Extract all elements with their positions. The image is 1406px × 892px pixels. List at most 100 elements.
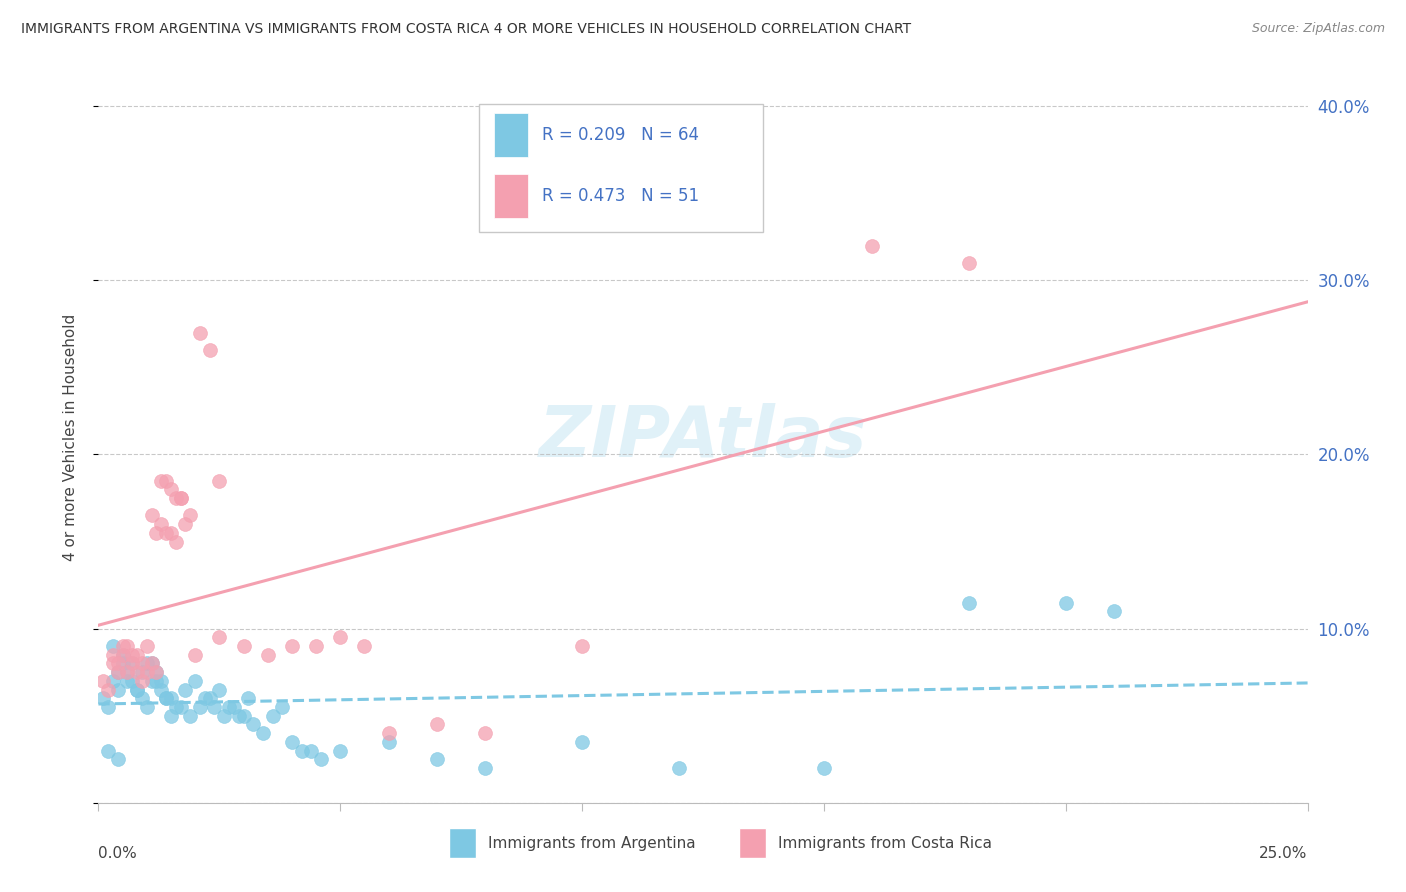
Point	[131, 673, 153, 688]
Point	[169, 700, 191, 714]
FancyBboxPatch shape	[479, 104, 763, 232]
FancyBboxPatch shape	[494, 113, 527, 157]
Point	[155, 474, 177, 488]
Point	[111, 648, 134, 662]
Point	[174, 682, 197, 697]
FancyBboxPatch shape	[740, 829, 766, 858]
Point	[174, 517, 197, 532]
Point	[309, 752, 332, 766]
Point	[290, 743, 312, 757]
Point	[179, 508, 201, 523]
Point	[117, 639, 139, 653]
Point	[426, 752, 449, 766]
FancyBboxPatch shape	[449, 829, 475, 858]
Point	[179, 708, 201, 723]
Point	[281, 735, 304, 749]
Point	[571, 639, 593, 653]
Point	[145, 673, 167, 688]
Point	[165, 700, 187, 714]
Point	[107, 665, 129, 680]
Point	[222, 700, 245, 714]
Point	[145, 525, 167, 540]
Point	[169, 491, 191, 505]
Point	[281, 639, 304, 653]
Point	[232, 708, 254, 723]
Point	[135, 665, 157, 680]
Point	[188, 326, 211, 340]
Point	[169, 491, 191, 505]
Point	[184, 673, 207, 688]
Point	[208, 474, 231, 488]
Point	[329, 631, 352, 645]
Point	[208, 631, 231, 645]
Point	[474, 726, 496, 740]
Point	[256, 648, 278, 662]
Point	[218, 700, 240, 714]
Point	[107, 657, 129, 671]
Point	[91, 691, 114, 706]
Point	[127, 682, 149, 697]
Point	[117, 673, 139, 688]
Text: Source: ZipAtlas.com: Source: ZipAtlas.com	[1251, 22, 1385, 36]
Point	[155, 691, 177, 706]
Point	[141, 673, 163, 688]
Point	[155, 691, 177, 706]
Point	[184, 648, 207, 662]
Point	[127, 682, 149, 697]
Point	[135, 639, 157, 653]
Point	[117, 665, 139, 680]
Point	[957, 256, 980, 270]
Point	[204, 700, 226, 714]
Point	[198, 343, 221, 357]
Text: R = 0.209   N = 64: R = 0.209 N = 64	[543, 126, 699, 144]
Point	[127, 665, 149, 680]
Point	[232, 639, 254, 653]
Point	[150, 517, 173, 532]
Text: IMMIGRANTS FROM ARGENTINA VS IMMIGRANTS FROM COSTA RICA 4 OR MORE VEHICLES IN HO: IMMIGRANTS FROM ARGENTINA VS IMMIGRANTS …	[21, 22, 911, 37]
Point	[150, 474, 173, 488]
Point	[141, 657, 163, 671]
Point	[107, 682, 129, 697]
Point	[150, 673, 173, 688]
Point	[1054, 595, 1077, 609]
Text: Immigrants from Argentina: Immigrants from Argentina	[488, 836, 696, 851]
Point	[97, 682, 120, 697]
Point	[131, 665, 153, 680]
Point	[160, 708, 183, 723]
Point	[91, 673, 114, 688]
Point	[188, 700, 211, 714]
Point	[353, 639, 375, 653]
Point	[97, 700, 120, 714]
Point	[127, 648, 149, 662]
Point	[813, 761, 835, 775]
Point	[111, 639, 134, 653]
Point	[141, 508, 163, 523]
Point	[377, 726, 399, 740]
Point	[145, 665, 167, 680]
Point	[135, 657, 157, 671]
Point	[117, 665, 139, 680]
Point	[155, 525, 177, 540]
Point	[271, 700, 294, 714]
Point	[121, 657, 143, 671]
Point	[160, 525, 183, 540]
Point	[131, 657, 153, 671]
Point	[97, 743, 120, 757]
Point	[101, 673, 124, 688]
Point	[160, 483, 183, 497]
Point	[426, 717, 449, 731]
Point	[101, 639, 124, 653]
Y-axis label: 4 or more Vehicles in Household: 4 or more Vehicles in Household	[63, 313, 77, 561]
Point	[145, 665, 167, 680]
FancyBboxPatch shape	[494, 174, 527, 218]
Point	[194, 691, 217, 706]
Point	[121, 657, 143, 671]
Point	[299, 743, 322, 757]
Point	[329, 743, 352, 757]
Text: 25.0%: 25.0%	[1260, 847, 1308, 862]
Point	[252, 726, 274, 740]
Point	[474, 761, 496, 775]
Text: Immigrants from Costa Rica: Immigrants from Costa Rica	[778, 836, 993, 851]
Text: ZIPAtlas: ZIPAtlas	[538, 402, 868, 472]
Point	[571, 735, 593, 749]
